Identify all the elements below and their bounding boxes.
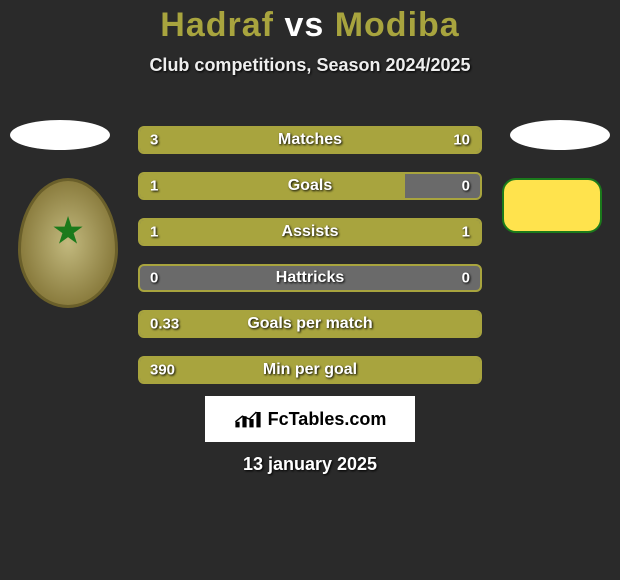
stat-label: Hattricks [276,269,344,287]
stat-row: 0 0 Hattricks [138,264,482,292]
stat-value-left: 0 [150,270,158,287]
ellipse-shadow-left [10,120,110,150]
stats-bars: 310Matches10Goals11Assists00Hattricks0.3… [138,126,482,402]
player2-name: Modiba [335,6,460,44]
stat-label: Goals [288,177,332,195]
ellipse-shadow-right [510,120,610,150]
team-crest-left [18,178,118,308]
stat-row: 1 1 Assists [138,218,482,246]
player1-name: Hadraf [160,6,274,44]
stat-value-right: 0 [462,178,470,195]
stat-value-left: 0.33 [150,316,179,333]
stat-row: 390 Min per goal [138,356,482,384]
stat-value-left: 1 [150,224,158,241]
stat-label: Matches [278,131,342,149]
stat-label: Goals per match [247,315,372,333]
vs-separator: vs [284,6,324,44]
bar-fill-right [218,128,480,152]
stat-value-right: 1 [462,224,470,241]
stat-label: Min per goal [263,361,357,379]
stat-row: 1 0 Goals [138,172,482,200]
stat-row: 3 10 Matches [138,126,482,154]
stat-label: Assists [282,223,339,241]
stat-value-right: 10 [453,132,470,149]
bar-chart-icon [234,409,262,429]
stat-row: 0.33 Goals per match [138,310,482,338]
bar-fill-left [140,174,405,198]
crest-badge-left-icon [18,178,118,308]
stat-value-left: 390 [150,362,175,379]
crest-badge-right-icon [502,178,602,233]
stat-value-left: 1 [150,178,158,195]
branding-box: FcTables.com [205,396,415,442]
branding-text: FcTables.com [268,409,387,430]
stat-value-right: 0 [462,270,470,287]
footer-date: 13 january 2025 [243,454,377,475]
stat-value-left: 3 [150,132,158,149]
subtitle: Club competitions, Season 2024/2025 [0,55,620,76]
comparison-title: Hadraf vs Modiba [0,0,620,45]
team-crest-right [502,178,602,233]
